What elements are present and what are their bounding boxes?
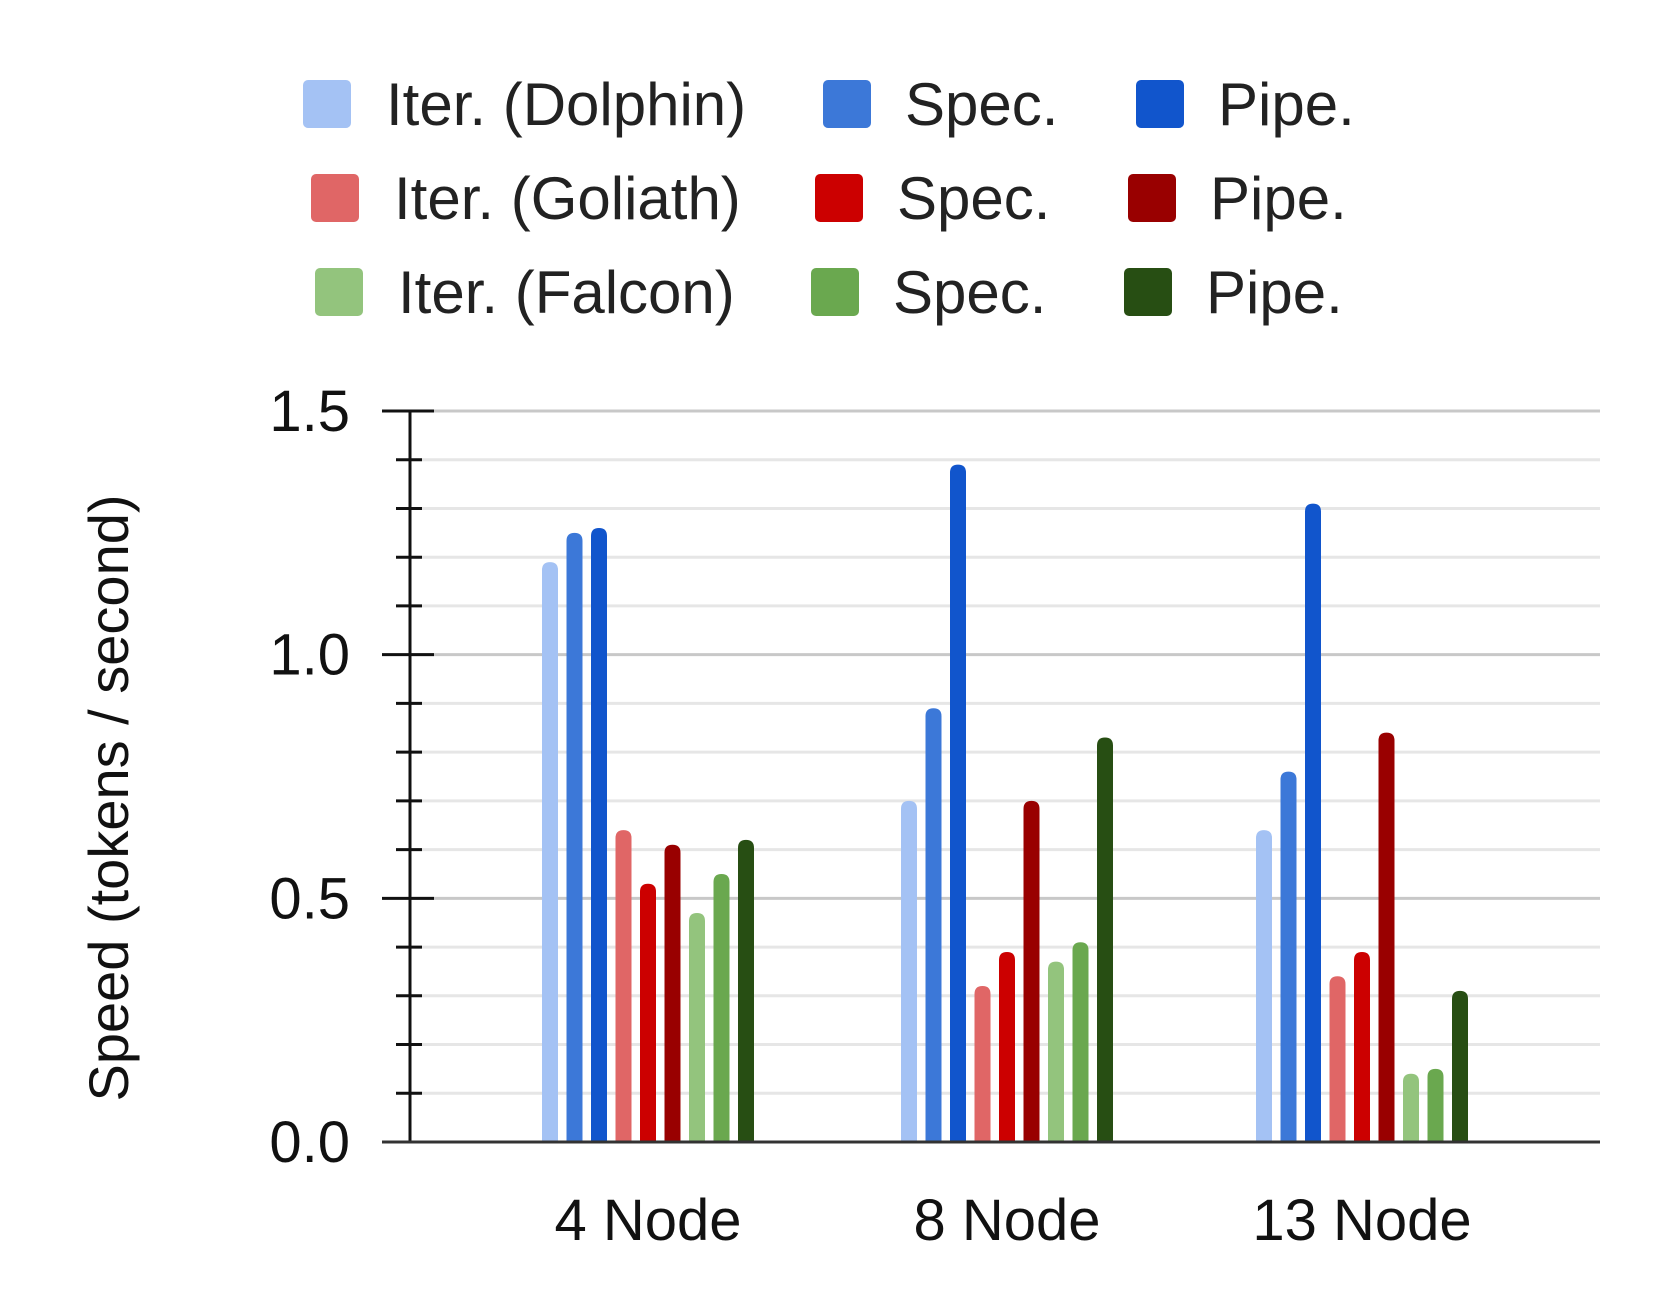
bar-13-node-series-0 (1256, 830, 1272, 1142)
legend-label: Iter. (Falcon) (398, 259, 735, 326)
legend-swatch (815, 174, 863, 222)
x-category-label: 8 Node (913, 1188, 1100, 1253)
bar-4-node-series-4 (640, 883, 656, 1142)
bar-4-node-series-8 (738, 839, 754, 1142)
bar-4-node-series-6 (689, 912, 705, 1142)
legend-label: Pipe. (1218, 71, 1355, 138)
bar-8-node-series-1 (925, 708, 942, 1142)
legend-swatch (1136, 80, 1184, 128)
legend-swatch (1124, 268, 1172, 316)
legend: Iter. (Dolphin) Spec. Pipe. Iter. (Goliath)… (303, 71, 1355, 326)
legend-label: Pipe. (1206, 259, 1343, 326)
bar-13-node-series-1 (1280, 771, 1297, 1142)
legend-label: Spec. (905, 71, 1058, 138)
legend-swatch (315, 268, 363, 316)
y-tick-label: 1.0 (269, 623, 350, 688)
bar-8-node-series-7 (1072, 942, 1089, 1142)
y-tick-label: 0.0 (269, 1110, 350, 1175)
bar-13-node-series-4 (1354, 951, 1370, 1142)
bar-4-node-series-5 (664, 844, 681, 1142)
axes: 0.0 0.5 1.0 1.5 4 Node 8 Node 13 Node (269, 379, 1600, 1253)
legend-swatch (823, 80, 871, 128)
bar-8-node-series-0 (901, 800, 917, 1142)
legend-label: Iter. (Dolphin) (386, 71, 746, 138)
bar-13-node-series-5 (1378, 732, 1395, 1142)
legend-swatch (303, 80, 351, 128)
legend-label: Iter. (Goliath) (394, 165, 741, 232)
bar-4-node-series-7 (713, 873, 730, 1142)
bar-8-node-series-6 (1048, 961, 1064, 1142)
bar-4-node-series-0 (542, 562, 558, 1142)
bar-13-node-series-8 (1452, 990, 1468, 1142)
legend-swatch (1128, 174, 1176, 222)
y-tick-label: 0.5 (269, 866, 350, 931)
bar-13-node-series-3 (1329, 976, 1346, 1142)
axis-labels: Speed (tokens / second) (77, 494, 140, 1101)
bar-13-node-series-2 (1305, 503, 1321, 1142)
bar-4-node-series-1 (566, 532, 583, 1142)
bar-13-node-series-7 (1427, 1068, 1444, 1142)
bar-8-node-series-4 (999, 951, 1015, 1142)
bar-8-node-series-3 (974, 986, 991, 1142)
bars (542, 464, 1468, 1142)
bar-4-node-series-2 (591, 527, 607, 1142)
bar-8-node-series-5 (1023, 800, 1040, 1142)
y-tick-label: 1.5 (269, 379, 350, 444)
legend-swatch (311, 174, 359, 222)
x-category-label: 4 Node (554, 1188, 741, 1253)
bar-8-node-series-8 (1097, 737, 1113, 1142)
bar-4-node-series-3 (615, 830, 632, 1142)
legend-swatch (811, 268, 859, 316)
grid-lines (410, 409, 1600, 1095)
legend-label: Pipe. (1210, 165, 1347, 232)
bar-13-node-series-6 (1403, 1073, 1419, 1142)
legend-label: Spec. (893, 259, 1046, 326)
bar-8-node-series-2 (950, 464, 966, 1142)
y-axis-label: Speed (tokens / second) (77, 494, 140, 1101)
legend-label: Spec. (897, 165, 1050, 232)
x-category-label: 13 Node (1252, 1188, 1471, 1253)
